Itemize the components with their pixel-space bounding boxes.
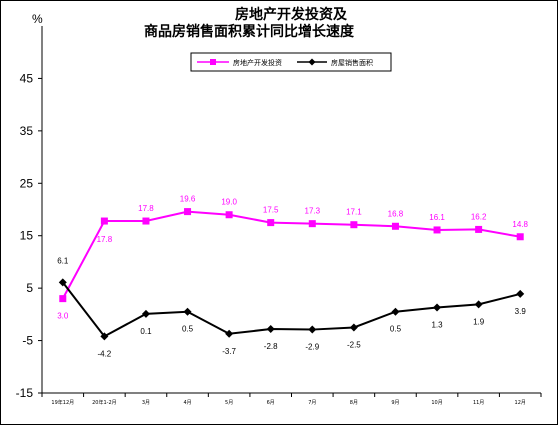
data-label: 17.8 <box>97 235 113 244</box>
data-point-marker <box>266 325 275 334</box>
series-layer: 3.0 17.8 17.8 19.6 19.0 17.5 17.3 17.1 16.8 16.1 1… <box>57 195 528 359</box>
data-point-marker <box>308 220 316 228</box>
data-label: 17.3 <box>305 207 321 216</box>
data-label: 17.1 <box>346 208 362 217</box>
data-point-marker <box>100 332 109 341</box>
legend-investment-marker <box>210 59 216 65</box>
data-point-marker <box>516 233 524 241</box>
axes: -15 -5 5 15 25 35 45 19年12月 20年1-2月 3月 4月 5月 6月 7月 8月 9… <box>16 26 542 406</box>
data-point-marker <box>142 217 150 225</box>
legend-sales-label: 房屋销售面积 <box>331 58 373 67</box>
data-label: 3.0 <box>57 312 69 321</box>
data-label: 0.1 <box>140 327 152 336</box>
data-point-marker <box>183 307 192 316</box>
data-label: -2.8 <box>264 342 278 351</box>
data-point-marker <box>141 309 150 318</box>
chart-title-line-1: 房地产开发投资及 <box>235 6 348 23</box>
data-label: 1.9 <box>473 317 485 326</box>
data-label: -3.7 <box>222 347 236 356</box>
data-point-marker <box>433 303 442 312</box>
legend-box <box>190 52 392 72</box>
series-line <box>61 281 521 338</box>
x-tick-label: 4月 <box>183 400 191 406</box>
x-tick-label: 20年1-2月 <box>92 399 117 406</box>
x-tick-label: 10月 <box>431 400 442 406</box>
legend: 房地产开发投资 房屋销售面积 <box>190 52 392 72</box>
data-point-marker <box>184 208 192 216</box>
x-tick-label: 3月 <box>142 400 150 406</box>
legend-investment-label: 房地产开发投资 <box>233 58 282 67</box>
x-tick-label: 9月 <box>391 400 399 406</box>
data-label: 16.8 <box>388 209 404 218</box>
data-point-marker <box>267 219 275 227</box>
x-tick-label: 7月 <box>308 400 316 406</box>
data-label: 16.2 <box>471 212 487 221</box>
data-label: 6.1 <box>57 256 69 265</box>
x-tick-label: 5月 <box>225 400 233 406</box>
data-label: 17.8 <box>138 204 154 213</box>
y-tick-label: 15 <box>20 229 34 243</box>
x-tick-label: 19年12月 <box>51 399 74 406</box>
series-sales: 6.1 -4.2 0.1 0.5 -3.7 -2.8 -2.9 -2.5 0.5 1.3 1.9 3.… <box>57 256 526 358</box>
chart-title-line-2: 商品房销售面积累计同比增长速度 <box>144 23 355 40</box>
data-label: 0.5 <box>182 325 194 334</box>
data-point-marker <box>59 295 67 303</box>
data-label: 17.5 <box>263 206 279 215</box>
data-label: 19.0 <box>221 198 237 207</box>
data-label: 16.1 <box>429 213 445 222</box>
y-axis-label: % <box>32 12 43 26</box>
data-point-marker <box>433 226 441 234</box>
data-point-marker <box>100 217 108 225</box>
data-point-marker <box>516 289 525 298</box>
legend-sales-marker <box>308 58 316 66</box>
data-label: -4.2 <box>97 349 111 358</box>
data-point-marker <box>225 329 234 338</box>
data-point-marker <box>349 323 358 332</box>
y-tick-label: 45 <box>20 71 34 85</box>
data-point-marker <box>308 325 317 334</box>
y-tick-label: 5 <box>26 281 33 295</box>
data-point-marker <box>58 278 67 287</box>
data-point-marker <box>391 222 399 230</box>
data-point-marker <box>391 307 400 316</box>
data-label: 1.3 <box>431 321 443 330</box>
data-point-marker <box>474 300 483 309</box>
series-line <box>61 210 521 300</box>
y-tick-label: -5 <box>22 334 33 348</box>
series-investment: 3.0 17.8 17.8 19.6 19.0 17.5 17.3 17.1 16.8 16.1 1… <box>57 195 528 321</box>
data-label: -2.5 <box>347 340 361 349</box>
y-tick-label: -15 <box>16 386 34 400</box>
x-tick-label: 8月 <box>350 400 358 406</box>
data-point-marker <box>475 225 483 233</box>
data-label: 0.5 <box>390 325 402 334</box>
data-label: 14.8 <box>512 220 528 229</box>
x-tick-label: 6月 <box>267 400 275 406</box>
data-label: 3.9 <box>515 307 527 316</box>
x-tick-label: 11月 <box>473 400 484 406</box>
x-tick-label: 12月 <box>515 400 526 406</box>
y-tick-label: 35 <box>20 124 34 138</box>
data-label: -2.9 <box>305 343 319 352</box>
data-point-marker <box>350 221 358 229</box>
y-tick-label: 25 <box>20 176 34 190</box>
data-point-marker <box>225 211 233 219</box>
data-label: 19.6 <box>180 195 196 204</box>
